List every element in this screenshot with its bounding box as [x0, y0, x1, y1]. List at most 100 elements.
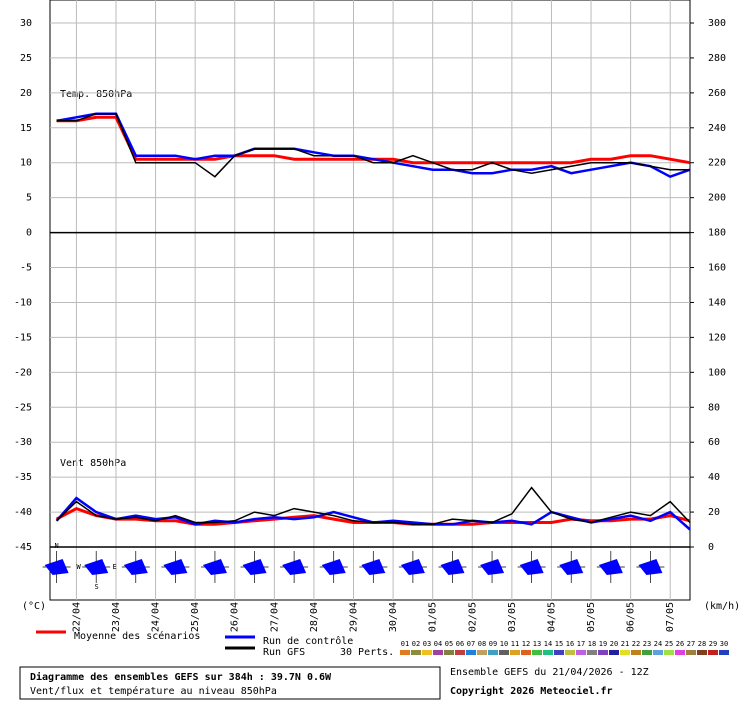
legend-swatch [697, 650, 707, 655]
legend-swatch [510, 650, 520, 655]
legend-swatch [488, 650, 498, 655]
x-tick-label: 24/04 [151, 602, 162, 632]
chart-subtitle: Vent/flux et température au niveau 850hP… [30, 685, 277, 697]
legend-label: 26 [676, 640, 684, 648]
y-tick-label: 5 [26, 193, 32, 204]
panel-label: Vent 850hPa [60, 458, 126, 469]
legend-swatch [686, 650, 696, 655]
legend-swatch [631, 650, 641, 655]
y2-tick-label: 80 [708, 402, 720, 413]
y-tick-label: 30 [20, 18, 32, 29]
legend-swatch [554, 650, 564, 655]
x-tick-label: 27/04 [269, 602, 280, 632]
rose-shape [361, 559, 386, 575]
rose-shape [321, 559, 346, 575]
y2-tick-label: 20 [708, 507, 720, 518]
legend-swatch [400, 650, 410, 655]
y2-tick-label: 0 [708, 542, 714, 553]
legend-swatch [708, 650, 718, 655]
rose-shape [638, 559, 663, 575]
legend-label: 03 [423, 640, 431, 648]
x-tick-label: 22/04 [71, 602, 82, 632]
legend-label: 16 [566, 640, 574, 648]
legend-swatch [653, 650, 663, 655]
legend-label: 23 [643, 640, 651, 648]
y-tick-label: -40 [14, 507, 32, 518]
series-line [56, 113, 690, 178]
legend-swatch [532, 650, 542, 655]
y-tick-label: 20 [20, 88, 32, 99]
rose-shape [84, 559, 109, 575]
rose-shape [400, 559, 425, 575]
x-tick-label: 02/05 [467, 602, 478, 632]
legend-label: Run GFS [263, 647, 305, 658]
rose-shape [44, 559, 69, 575]
y2-tick-label: 160 [708, 263, 726, 274]
legend-label: 15 [555, 640, 563, 648]
y2-tick-label: 60 [708, 437, 720, 448]
x-tick-label: 25/04 [190, 602, 201, 632]
run-info: Ensemble GEFS du 21/04/2026 - 12Z [450, 667, 649, 678]
legend-swatch [444, 650, 454, 655]
y-tick-label: 10 [20, 158, 32, 169]
legend-label: 09 [489, 640, 497, 648]
legend-label: 18 [588, 640, 596, 648]
y-tick-label: -15 [14, 332, 32, 343]
y2-tick-label: 120 [708, 332, 726, 343]
y2-tick-label: 40 [708, 472, 720, 483]
x-tick-label: 29/04 [349, 602, 360, 632]
legend-label: 19 [599, 640, 607, 648]
series-line [56, 486, 691, 526]
x-tick-label: 26/04 [230, 602, 241, 632]
x-tick-label: 23/04 [111, 602, 122, 632]
y2-tick-label: 220 [708, 158, 726, 169]
rose-shape [440, 559, 465, 575]
y-tick-label: 25 [20, 53, 32, 64]
rose-shape [282, 559, 307, 575]
legend-swatch [466, 650, 476, 655]
legend-swatch [664, 650, 674, 655]
y2-tick-label: 180 [708, 228, 726, 239]
plot-frame [49, 0, 691, 601]
x-tick-label: 03/05 [507, 602, 518, 632]
x-tick-label: 07/05 [665, 602, 676, 632]
legend-label: Run de contrôle [263, 635, 353, 647]
legend-label: 08 [478, 640, 486, 648]
legend-swatch [576, 650, 586, 655]
legend-label: 28 [698, 640, 706, 648]
legend-label: 27 [687, 640, 695, 648]
x-tick-label: 06/05 [626, 602, 637, 632]
legend-label: 17 [577, 640, 585, 648]
legend-swatch [620, 650, 630, 655]
legend-swatch [587, 650, 597, 655]
legend-swatch [675, 650, 685, 655]
legend-swatch [477, 650, 487, 655]
legend-label: 21 [621, 640, 629, 648]
y-tick-label: -25 [14, 402, 32, 413]
legend-label: 25 [665, 640, 673, 648]
legend-swatch [499, 650, 509, 655]
legend-swatch [565, 650, 575, 655]
y2-tick-label: 140 [708, 297, 726, 308]
y-tick-label: -30 [14, 437, 32, 448]
legend-swatch [455, 650, 465, 655]
rose-shape [163, 559, 188, 575]
legend-swatch [433, 650, 443, 655]
legend-label: 14 [544, 640, 552, 648]
legend-label: 12 [522, 640, 530, 648]
legend-label: 29 [709, 640, 717, 648]
y-tick-label: -10 [14, 297, 32, 308]
rose-shape [519, 559, 544, 575]
y-tick-label: -45 [14, 542, 32, 553]
legend-label: 05 [445, 640, 453, 648]
legend-label: 20 [610, 640, 618, 648]
y-tick-label: -35 [14, 472, 32, 483]
legend-swatch [411, 650, 421, 655]
legend-label: 13 [533, 640, 541, 648]
rose-shape [480, 559, 505, 575]
legend-swatch [598, 650, 608, 655]
legend-label: 22 [632, 640, 640, 648]
legend-label: 30 Perts. [340, 647, 394, 658]
